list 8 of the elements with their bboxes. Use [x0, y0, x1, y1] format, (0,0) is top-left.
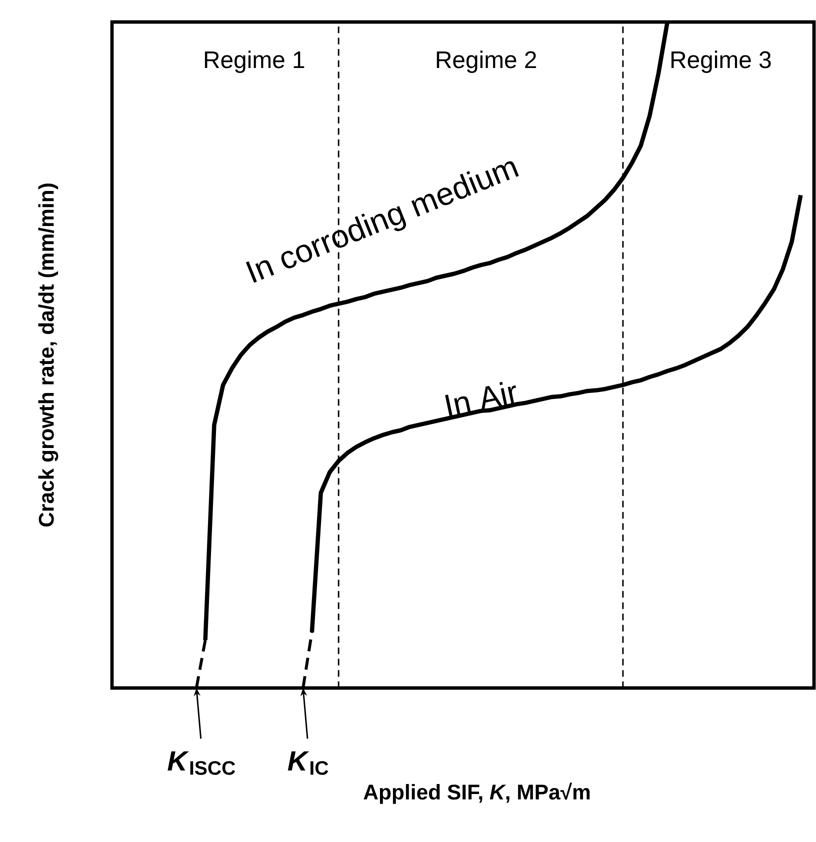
x-axis-title: Applied SIF, K, MPa√m: [364, 782, 590, 804]
annotation: Regime 3: [671, 50, 771, 73]
annotation: Regime 2: [436, 50, 536, 73]
text: K$_{IC}$: [288, 751, 328, 775]
y-axis-title: Crack growth rate, da/dt (mm/min): [38, 184, 58, 527]
annotation: Regime 1: [204, 50, 304, 73]
text: K$_{ISCC}$: [168, 751, 236, 775]
text: In Air: [445, 382, 516, 417]
